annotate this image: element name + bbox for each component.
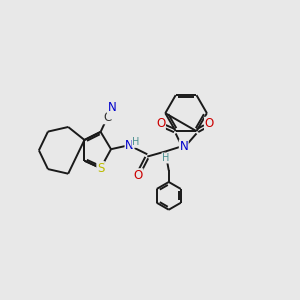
- Text: S: S: [97, 162, 104, 175]
- Text: N: N: [125, 139, 134, 152]
- Text: N: N: [179, 140, 188, 153]
- Text: N: N: [107, 101, 116, 114]
- Text: O: O: [156, 117, 165, 130]
- Text: O: O: [134, 169, 143, 182]
- Text: H: H: [132, 137, 140, 147]
- Text: C: C: [103, 111, 112, 124]
- Text: O: O: [205, 117, 214, 130]
- Text: H: H: [162, 153, 169, 163]
